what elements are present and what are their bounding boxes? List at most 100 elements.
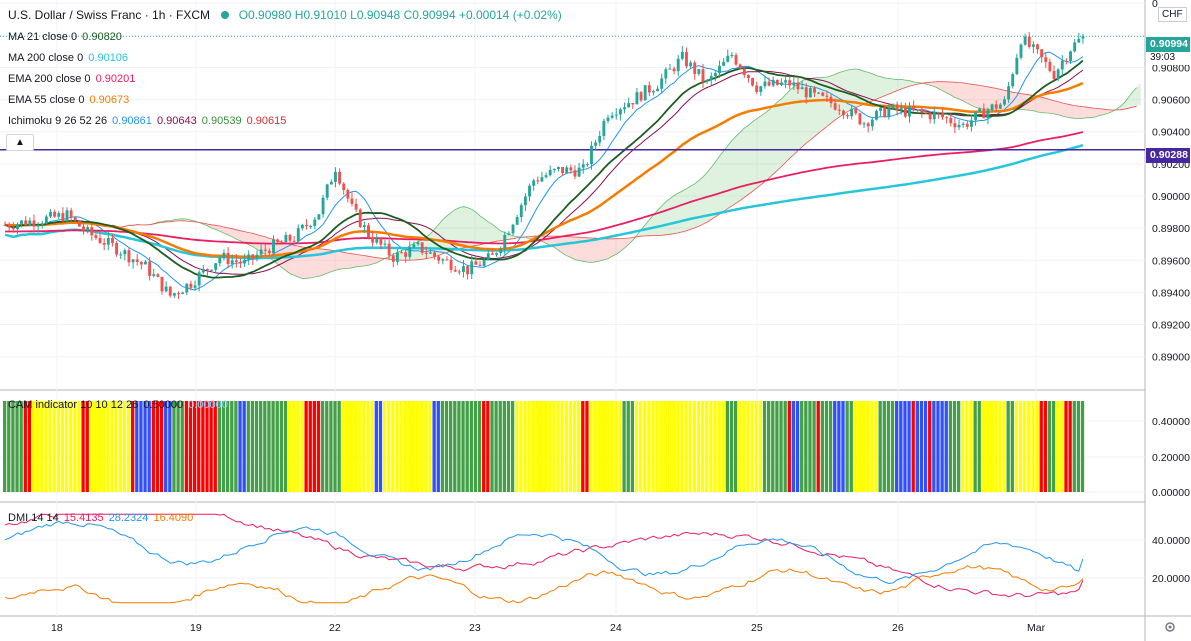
cam-bar: [816, 401, 820, 492]
legend-ma21[interactable]: MA 21 close 0 0.90820: [8, 31, 124, 44]
candle-body: [519, 205, 523, 218]
cam-bar: [1035, 401, 1039, 492]
candle-body: [1011, 74, 1015, 87]
time-tick-label: 19: [190, 622, 202, 634]
cam-bar: [705, 401, 709, 492]
candle-body: [395, 252, 399, 262]
candle-body: [515, 217, 519, 225]
legend-cam[interactable]: CAM indicator 10 10 12 26 0.50000 0.0000…: [8, 399, 230, 412]
ichimoku-cloud-segment: [488, 221, 493, 243]
cam-bar: [647, 401, 651, 492]
cam-bar: [449, 401, 453, 492]
ichimoku-cloud-segment: [1058, 101, 1063, 116]
ichimoku-cloud-segment: [686, 186, 691, 231]
ichimoku-cloud-segment: [574, 237, 580, 261]
ichimoku-cloud-segment: [789, 86, 794, 159]
legend-ema200[interactable]: EMA 200 close 0 0.90201: [8, 73, 137, 86]
candle-body: [1031, 44, 1035, 47]
candle-body: [102, 242, 106, 245]
cam-bar: [444, 401, 449, 492]
candle-body: [623, 107, 626, 110]
candle-body: [738, 64, 742, 69]
candle-body: [693, 62, 697, 74]
scale-settings-icon[interactable]: [1163, 620, 1177, 634]
legend-dmi[interactable]: DMI 14 14 15.4135 28.2324 16.4090: [8, 512, 195, 525]
candle-body: [875, 110, 878, 120]
cam-bar: [1060, 401, 1064, 492]
candle-body: [936, 112, 940, 114]
axes: 0.89000 0.89200 0.89400 0.89600 0.89800 0.900…: [51, 0, 1190, 634]
cam-bar: [366, 401, 370, 492]
candle-body: [32, 220, 36, 227]
ichimoku-cloud-segment: [954, 82, 960, 100]
candle-body: [1023, 36, 1027, 45]
candle-body: [982, 108, 986, 119]
ichimoku-cloud-segment: [1082, 106, 1088, 119]
candle-body: [953, 123, 957, 128]
ichimoku-cloud-segment: [1049, 99, 1055, 114]
candle-body: [296, 228, 300, 242]
collapse-legend-button[interactable]: ▲: [6, 134, 34, 151]
cam-bar: [300, 401, 304, 492]
candle-body: [561, 166, 565, 174]
cam-bar: [795, 401, 800, 492]
cam-bar: [655, 401, 659, 492]
candle-body: [82, 226, 85, 231]
candle-body: [928, 113, 932, 120]
candle-body: [371, 237, 375, 243]
last-price-badge: 0.90994: [1146, 37, 1190, 52]
ichimoku-cloud-segment: [797, 80, 803, 151]
ichimoku-cloud-segment: [959, 82, 964, 101]
candle-body: [110, 237, 114, 244]
ichimoku-cloud-segment: [1062, 102, 1067, 117]
cam-bar: [1056, 401, 1060, 492]
cam-bar: [1072, 401, 1076, 492]
candle-body: [437, 256, 441, 261]
candle-body: [908, 106, 911, 117]
ichimoku-cloud-segment: [1087, 107, 1092, 118]
cam-bar: [614, 401, 618, 492]
ma200-line: [4, 144, 1084, 260]
legend-ma200[interactable]: MA 200 close 0 0.90106: [8, 52, 130, 65]
ichimoku-cloud-segment: [793, 83, 798, 155]
cam-bar: [779, 401, 783, 492]
ichimoku-cloud-segment: [294, 245, 299, 278]
cam-bar: [981, 401, 986, 492]
ichimoku-cloud-segment: [570, 236, 575, 260]
dmi-tick-label: 40.0000: [1152, 535, 1190, 547]
bar-countdown: 39:03: [1146, 52, 1190, 65]
ohlc-low: L0.90948: [350, 8, 401, 22]
candle-body: [28, 220, 32, 226]
legend-ema55[interactable]: EMA 55 close 0 0.90673: [8, 94, 131, 107]
candle-body: [156, 274, 160, 277]
candle-body: [664, 69, 668, 79]
legend-value: 0.90673: [89, 94, 130, 106]
candle-body: [581, 164, 585, 168]
ema55-line: [5, 81, 1084, 259]
cam-bar: [135, 401, 139, 492]
cam-bar: [139, 401, 143, 492]
candle-body: [676, 58, 680, 72]
cam-bar: [651, 401, 655, 492]
cam-bar: [333, 401, 337, 492]
ichimoku-cloud-segment: [347, 253, 352, 269]
candle-body: [466, 266, 470, 275]
candle-body: [189, 283, 193, 288]
cam-bar: [622, 401, 626, 492]
candle-body: [49, 211, 52, 217]
candle-body: [941, 113, 944, 118]
ichimoku-cloud-segment: [880, 76, 885, 98]
cam-bar: [192, 401, 197, 492]
cam-bar: [812, 401, 816, 492]
candle-body: [829, 96, 833, 104]
candle-body: [742, 68, 746, 75]
currency-button[interactable]: CHF: [1158, 7, 1187, 22]
legend-ichimoku[interactable]: Ichimoku 9 26 52 26 0.90861 0.90643 0.90…: [8, 115, 288, 128]
candle-body: [986, 109, 990, 119]
candle-body: [457, 271, 461, 273]
ichimoku-cloud-segment: [463, 206, 468, 248]
indicator-lines: [0, 35, 1145, 291]
candle-body: [383, 243, 387, 245]
ichimoku-cloud-segment: [839, 71, 844, 117]
